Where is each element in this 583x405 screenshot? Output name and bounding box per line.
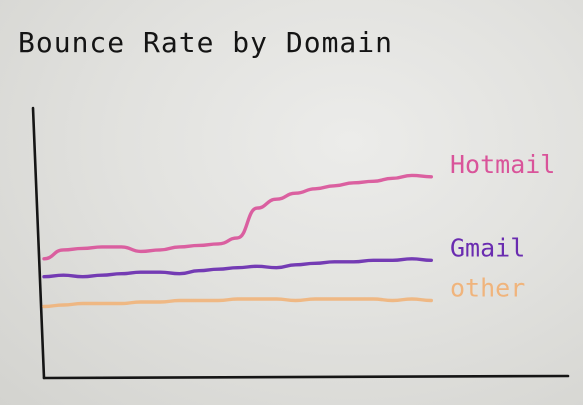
legend: Hotmail Gmail other xyxy=(450,150,555,303)
legend-label-hotmail: Hotmail xyxy=(450,150,555,179)
y-axis xyxy=(31,106,46,380)
series-line-other xyxy=(42,297,433,309)
legend-label-gmail: Gmail xyxy=(450,233,525,262)
chart-title: Bounce Rate by Domain xyxy=(18,26,394,59)
series-line-hotmail xyxy=(42,173,433,261)
legend-label-other: other xyxy=(450,274,525,303)
series-line-gmail xyxy=(42,257,433,279)
x-axis xyxy=(42,374,570,380)
series-layer xyxy=(42,173,433,309)
